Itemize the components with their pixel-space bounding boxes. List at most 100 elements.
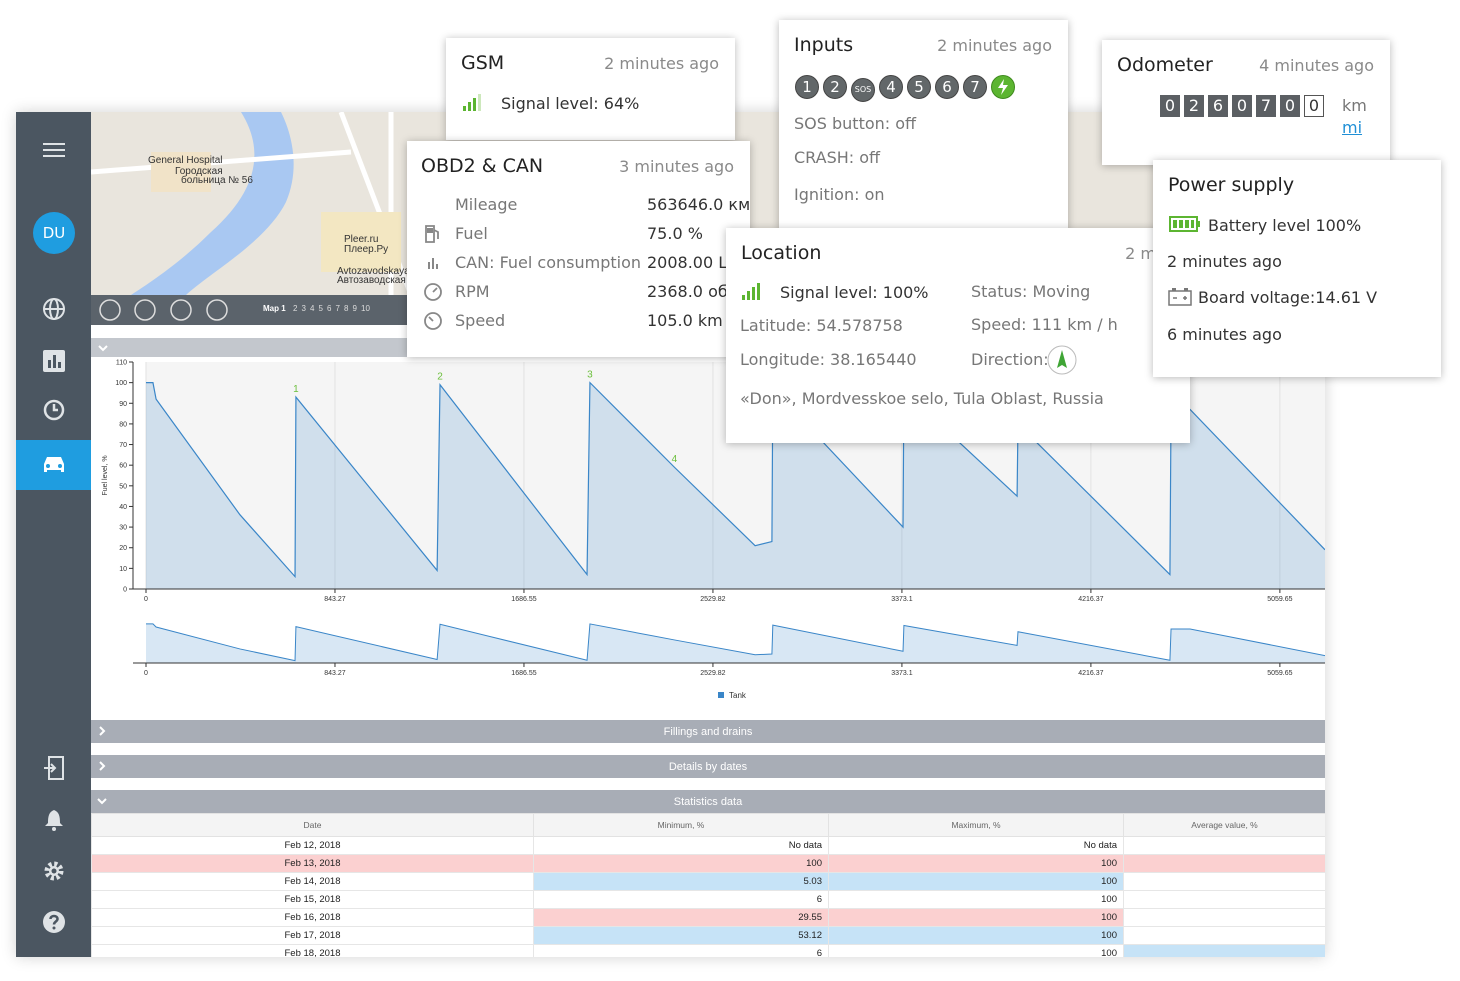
map-label: Автозаводская: [337, 275, 406, 286]
table-cell: 5.03: [533, 872, 829, 891]
card-title: Location: [741, 242, 822, 264]
x-tick-label: 4216.37: [1078, 596, 1103, 603]
column-header: Maximum, %: [828, 813, 1124, 837]
latitude: Latitude: 54.578758: [740, 316, 903, 335]
gear-icon: [44, 861, 63, 881]
map-tab[interactable]: 3: [301, 304, 306, 313]
bolt-icon: [998, 79, 1008, 95]
map-tab[interactable]: 10: [361, 304, 370, 313]
table-cell: 6: [533, 944, 829, 957]
settings-button[interactable]: [16, 846, 91, 896]
obd-icon: [423, 253, 443, 277]
map-label: General Hospital: [148, 155, 223, 166]
unit-km[interactable]: km: [1342, 96, 1367, 115]
card-title: Inputs: [794, 34, 854, 56]
x-tick-label: 3373.1: [891, 596, 913, 603]
input-status: Ignition: on: [794, 185, 885, 204]
table-cell: No data: [828, 836, 1124, 855]
card-title: Odometer: [1117, 54, 1213, 76]
section-title: Details by dates: [668, 760, 748, 773]
history-button[interactable]: [16, 385, 91, 435]
map-shapes: [91, 112, 414, 295]
table-row: Feb 16, 2018 29.55 100: [91, 908, 1325, 927]
obd-value: 75.0 %: [647, 224, 703, 243]
navigator-line: [146, 623, 1325, 662]
map-tab[interactable]: 8: [344, 304, 349, 313]
table-row: Feb 15, 2018 6 100: [91, 890, 1325, 909]
vehicles-button[interactable]: [16, 440, 91, 490]
ignition-indicator: [991, 75, 1015, 99]
map-tab[interactable]: 7: [335, 304, 340, 313]
bell-icon: [44, 810, 63, 831]
y-tick-label: 0: [123, 587, 127, 594]
menu-button[interactable]: [16, 125, 91, 175]
odometer-digit: 0: [1280, 95, 1300, 117]
table-cell: [1123, 926, 1325, 945]
obd-value: 105.0 km /: [647, 311, 734, 330]
column-header: Date: [91, 813, 534, 837]
obd-icon: [423, 311, 443, 335]
signal-icon: [463, 94, 481, 111]
statistics-table: Date Minimum, % Maximum, % Average value, %…: [91, 813, 1325, 957]
map-tab[interactable]: 5: [318, 304, 323, 313]
unit-mi[interactable]: mi: [1342, 118, 1363, 137]
odometer-digit: 6: [1208, 95, 1228, 117]
map-label: Плеер.Ру: [344, 244, 389, 255]
x-tick-label: 0: [144, 670, 148, 677]
map-tab[interactable]: 9: [352, 304, 357, 313]
table-cell: [1123, 836, 1325, 855]
section-bar[interactable]: Fillings and drains: [91, 720, 1325, 743]
table-cell: Feb 13, 2018: [91, 854, 534, 873]
table-cell: 29.55: [533, 908, 829, 927]
obd-card: OBD2 & CAN 3 minutes ago Mileage 563646.0…: [407, 141, 750, 357]
map-tab[interactable]: 6: [327, 304, 332, 313]
annotation: 2: [437, 372, 443, 383]
section-bar[interactable]: Details by dates: [91, 755, 1325, 778]
table-cell: [1123, 908, 1325, 927]
x-tick-label: 0: [144, 596, 148, 603]
card-time: 2 minutes ago: [937, 36, 1052, 55]
obd-label: RPM: [455, 282, 490, 301]
signal-level: Signal level: 100%: [780, 283, 929, 302]
obd-icon-svg: [424, 312, 442, 330]
signal-level: Signal level: 64%: [501, 94, 640, 113]
table-cell: Feb 17, 2018: [91, 926, 534, 945]
board-voltage: Board voltage:14.61 V: [1198, 288, 1378, 307]
table-cell: [1123, 872, 1325, 891]
logout-icon: [43, 756, 64, 780]
obd-label: Speed: [455, 311, 506, 330]
y-tick-label: 110: [116, 360, 127, 367]
table-row: Feb 18, 2018 6 100: [91, 944, 1325, 957]
signal-icon: [742, 283, 760, 300]
map-tab[interactable]: Map 1: [263, 304, 286, 313]
navigator-area: [146, 623, 1325, 663]
chevron: [98, 345, 108, 352]
table-cell: Feb 15, 2018: [91, 890, 534, 909]
avatar[interactable]: DU: [33, 212, 75, 254]
battery-level: Battery level 100%: [1208, 216, 1362, 235]
logout-button[interactable]: [16, 743, 91, 793]
battery-time: 2 minutes ago: [1167, 252, 1282, 271]
car-icon: [43, 457, 64, 472]
x-tick-label: 2529.82: [700, 596, 725, 603]
notifications-button[interactable]: [16, 795, 91, 845]
globe-button[interactable]: [16, 284, 91, 334]
odometer-digit: 2: [1184, 95, 1204, 117]
card-title: OBD2 & CAN: [421, 155, 544, 177]
x-tick-label: 4216.37: [1078, 670, 1103, 677]
help-button[interactable]: [16, 897, 91, 947]
direction: Direction:: [971, 350, 1049, 369]
obd-icon: [423, 282, 443, 306]
map-tab[interactable]: 4: [310, 304, 315, 313]
x-tick-label: 2529.82: [700, 670, 725, 677]
odometer-digit: 0: [1232, 95, 1252, 117]
table-cell: 100: [828, 944, 1124, 957]
table-cell: 100: [828, 908, 1124, 927]
obd-value: 2368.0 об/: [647, 282, 734, 301]
reports-button[interactable]: [16, 336, 91, 386]
section-bar[interactable]: Statistics data: [91, 790, 1325, 813]
map-tab[interactable]: 2: [293, 304, 298, 313]
chevron: [99, 726, 106, 736]
map-label: Pleer.ru: [344, 234, 379, 245]
table-header: Date Minimum, % Maximum, % Average value, %: [91, 813, 1325, 837]
